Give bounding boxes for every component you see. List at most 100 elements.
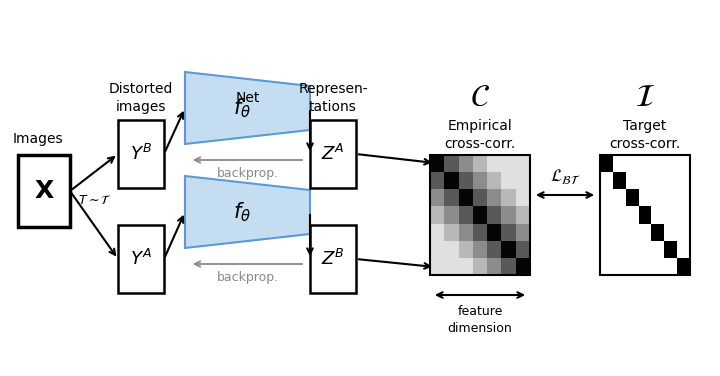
Bar: [665, 224, 677, 241]
Bar: [516, 224, 530, 241]
Bar: [118, 120, 164, 188]
Bar: [665, 155, 677, 172]
Bar: [18, 155, 70, 227]
Bar: [677, 206, 690, 224]
Bar: [600, 189, 613, 206]
Bar: [677, 258, 690, 275]
Bar: [444, 258, 459, 275]
Bar: [430, 155, 444, 172]
Text: backprop.: backprop.: [217, 167, 279, 180]
Text: $Y^A$: $Y^A$: [130, 249, 152, 269]
Text: Distorted
images: Distorted images: [109, 82, 174, 114]
Bar: [613, 241, 626, 258]
Bar: [473, 224, 487, 241]
Bar: [430, 206, 444, 224]
Bar: [677, 189, 690, 206]
Bar: [677, 241, 690, 258]
Bar: [459, 241, 473, 258]
Bar: [501, 258, 516, 275]
Bar: [652, 258, 665, 275]
Bar: [600, 224, 613, 241]
Bar: [473, 206, 487, 224]
Bar: [459, 206, 473, 224]
Bar: [613, 258, 626, 275]
Bar: [430, 155, 530, 275]
Bar: [501, 189, 516, 206]
Text: $T \sim \mathcal{T}$: $T \sim \mathcal{T}$: [78, 194, 112, 208]
Bar: [459, 258, 473, 275]
Bar: [677, 155, 690, 172]
Text: $Z^B$: $Z^B$: [321, 249, 345, 269]
Bar: [473, 189, 487, 206]
Bar: [652, 155, 665, 172]
Bar: [665, 189, 677, 206]
Bar: [626, 206, 639, 224]
Text: $\mathcal{C}$: $\mathcal{C}$: [470, 82, 490, 112]
Bar: [626, 189, 639, 206]
Bar: [639, 189, 652, 206]
Bar: [459, 224, 473, 241]
Bar: [613, 206, 626, 224]
Bar: [652, 206, 665, 224]
Bar: [487, 206, 501, 224]
Bar: [652, 172, 665, 189]
Bar: [600, 206, 613, 224]
Bar: [665, 241, 677, 258]
Bar: [118, 225, 164, 293]
Text: $Y^B$: $Y^B$: [130, 144, 152, 164]
Bar: [613, 224, 626, 241]
Bar: [516, 241, 530, 258]
Bar: [652, 241, 665, 258]
Bar: [430, 189, 444, 206]
Polygon shape: [185, 72, 310, 144]
Bar: [310, 120, 356, 188]
Bar: [487, 155, 501, 172]
Polygon shape: [185, 176, 310, 248]
Bar: [600, 258, 613, 275]
Bar: [459, 189, 473, 206]
Bar: [626, 155, 639, 172]
Bar: [473, 172, 487, 189]
Bar: [639, 155, 652, 172]
Bar: [677, 172, 690, 189]
Bar: [487, 241, 501, 258]
Bar: [487, 172, 501, 189]
Bar: [613, 189, 626, 206]
Bar: [444, 224, 459, 241]
Bar: [501, 241, 516, 258]
Bar: [639, 224, 652, 241]
Text: $\mathbf{X}$: $\mathbf{X}$: [34, 179, 55, 203]
Bar: [516, 258, 530, 275]
Bar: [473, 155, 487, 172]
Bar: [473, 241, 487, 258]
Bar: [677, 224, 690, 241]
Text: $Z^A$: $Z^A$: [321, 144, 345, 164]
Text: $\mathcal{L}_{\mathcal{BT}}$: $\mathcal{L}_{\mathcal{BT}}$: [549, 167, 580, 186]
Bar: [430, 172, 444, 189]
Text: Net: Net: [235, 91, 260, 105]
Bar: [487, 189, 501, 206]
Bar: [473, 258, 487, 275]
Text: $f_\theta$: $f_\theta$: [233, 96, 251, 120]
Bar: [516, 155, 530, 172]
Bar: [444, 172, 459, 189]
Bar: [626, 224, 639, 241]
Bar: [501, 224, 516, 241]
Bar: [501, 172, 516, 189]
Bar: [487, 258, 501, 275]
Bar: [665, 172, 677, 189]
Bar: [652, 189, 665, 206]
Bar: [501, 206, 516, 224]
Text: Represen-
tations: Represen- tations: [298, 82, 368, 114]
Bar: [600, 155, 690, 275]
Bar: [310, 225, 356, 293]
Bar: [430, 224, 444, 241]
Bar: [430, 258, 444, 275]
Text: backprop.: backprop.: [217, 271, 279, 285]
Bar: [444, 189, 459, 206]
Bar: [639, 241, 652, 258]
Text: Empirical
cross-corr.: Empirical cross-corr.: [444, 119, 516, 151]
Bar: [459, 172, 473, 189]
Bar: [600, 241, 613, 258]
Bar: [516, 172, 530, 189]
